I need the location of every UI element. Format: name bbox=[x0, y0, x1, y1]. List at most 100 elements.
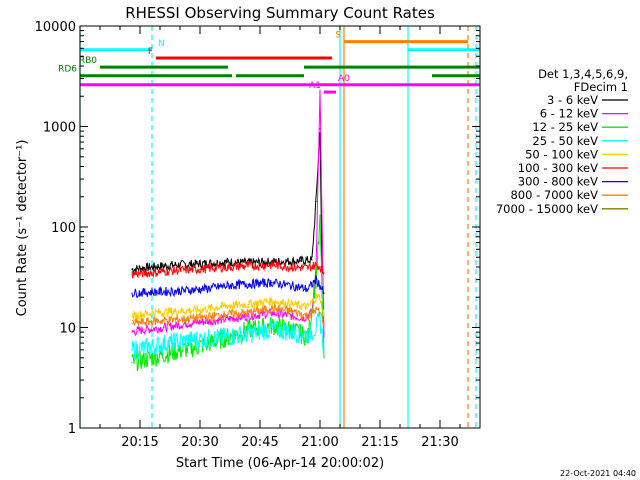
plot-frame bbox=[79, 25, 481, 429]
series-point-7-11 bbox=[323, 322, 325, 324]
series-point-4-9 bbox=[315, 296, 317, 298]
y-tick-label-0: 1 bbox=[68, 422, 76, 437]
series-line-0 bbox=[131, 132, 323, 275]
series-point-1-2 bbox=[163, 326, 165, 329]
series-point-6-6 bbox=[271, 281, 273, 284]
series-point-0-9 bbox=[315, 200, 317, 202]
series-point-5-6 bbox=[271, 264, 273, 266]
chart-title: RHESSI Observing Summary Count Rates bbox=[125, 4, 435, 22]
x-tick-label-0: 20:15 bbox=[121, 435, 158, 450]
series-point-4-1 bbox=[151, 312, 153, 314]
series-point-0-7 bbox=[299, 260, 301, 262]
series-point-3-10 bbox=[319, 318, 321, 321]
series-point-5-1 bbox=[151, 272, 153, 274]
series-point-7-2 bbox=[175, 318, 177, 321]
series-point-0-8 bbox=[311, 259, 313, 261]
footer-timestamp: 22-Oct-2021 04:40 bbox=[560, 469, 636, 478]
series-point-2-10 bbox=[319, 222, 321, 224]
series-point-7-10 bbox=[319, 312, 321, 314]
series-point-7-7 bbox=[291, 310, 293, 312]
y-tick-label-3: 1000 bbox=[43, 121, 76, 136]
legend-label-1: 6 - 12 keV bbox=[540, 107, 598, 121]
series-point-6-11 bbox=[323, 292, 325, 294]
series-point-7-3 bbox=[199, 317, 201, 319]
series-point-3-5 bbox=[247, 333, 249, 335]
series-point-6-7 bbox=[291, 285, 293, 287]
series-point-6-0 bbox=[131, 292, 133, 294]
series-point-1-4 bbox=[223, 318, 225, 321]
series-point-3-3 bbox=[191, 339, 193, 341]
flag-label-A0: A0 bbox=[338, 74, 350, 84]
series-point-3-8 bbox=[307, 333, 309, 336]
series-point-0-3 bbox=[199, 263, 201, 265]
series-point-6-10 bbox=[319, 285, 321, 287]
series-point-2-0 bbox=[131, 361, 133, 363]
y-axis-label: Count Rate (s⁻¹ detector⁻¹) bbox=[15, 140, 30, 317]
series-point-3-0 bbox=[131, 349, 133, 351]
x-tick-label-4: 21:15 bbox=[361, 435, 398, 450]
series-point-7-0 bbox=[131, 322, 133, 324]
series-point-1-7 bbox=[291, 315, 293, 317]
x-tick-label-5: 21:30 bbox=[421, 435, 458, 450]
series-line-4 bbox=[131, 293, 325, 321]
series-point-1-1 bbox=[143, 329, 145, 331]
flag-label-S: S bbox=[335, 31, 341, 41]
series-point-3-6 bbox=[271, 328, 273, 330]
y-tick-label-2: 100 bbox=[51, 221, 76, 236]
y-tick-label-1: 10 bbox=[59, 322, 76, 337]
series-point-4-7 bbox=[291, 303, 293, 305]
series-point-6-5 bbox=[247, 283, 249, 285]
series-point-4-0 bbox=[131, 315, 133, 317]
series-point-5-8 bbox=[307, 267, 309, 269]
flag-label-A1: A1 bbox=[309, 81, 321, 91]
flag-label-F: F bbox=[148, 47, 153, 57]
series-point-5-3 bbox=[199, 268, 201, 270]
series-point-6-4 bbox=[227, 285, 229, 287]
series-point-5-11 bbox=[323, 272, 325, 274]
series-point-3-4 bbox=[223, 336, 225, 338]
series-point-5-0 bbox=[131, 273, 133, 275]
series-point-1-11 bbox=[319, 91, 321, 93]
series-point-4-5 bbox=[247, 303, 249, 305]
series-point-7-1 bbox=[151, 320, 153, 322]
y-tick-label-4: 10000 bbox=[35, 20, 76, 35]
legend-label-0: 3 - 6 keV bbox=[547, 93, 598, 107]
legend-label-7: 800 - 7000 keV bbox=[510, 188, 598, 202]
series-point-7-5 bbox=[247, 312, 249, 314]
x-tick-label-1: 20:30 bbox=[181, 435, 218, 450]
series-point-1-8 bbox=[303, 317, 305, 319]
series-point-0-2 bbox=[175, 264, 177, 266]
legend-title-line-0: Det 1,3,4,5,6,9, bbox=[538, 67, 628, 81]
series-point-1-6 bbox=[271, 312, 273, 314]
flag-label-RD6: RD6 bbox=[58, 65, 77, 75]
series-line-6 bbox=[131, 275, 325, 299]
flag-label-N: N bbox=[158, 39, 165, 49]
series-point-0-4 bbox=[227, 261, 229, 263]
series-point-3-7 bbox=[291, 331, 293, 333]
series-point-4-4 bbox=[227, 305, 229, 307]
series-point-3-1 bbox=[147, 347, 149, 349]
series-point-7-4 bbox=[227, 313, 229, 316]
series-point-3-2 bbox=[167, 342, 169, 344]
series-point-5-2 bbox=[175, 269, 177, 271]
series-point-3-11 bbox=[323, 349, 325, 351]
legend-label-2: 12 - 25 keV bbox=[532, 120, 598, 134]
legend-label-4: 50 - 100 keV bbox=[525, 147, 598, 161]
series-point-6-2 bbox=[175, 290, 177, 292]
series-point-2-1 bbox=[151, 357, 153, 359]
series-point-5-7 bbox=[291, 266, 293, 268]
series-point-6-9 bbox=[315, 278, 317, 281]
series-point-4-8 bbox=[307, 306, 309, 308]
series-point-6-1 bbox=[151, 291, 153, 293]
x-axis-label: Start Time (06-Apr-14 20:00:02) bbox=[176, 456, 384, 471]
series-line-5 bbox=[131, 259, 325, 279]
series-point-4-10 bbox=[319, 296, 321, 298]
legend-label-3: 25 - 50 keV bbox=[532, 134, 598, 148]
series-point-6-8 bbox=[307, 288, 309, 290]
series-line-1 bbox=[131, 89, 325, 338]
series-line-3 bbox=[131, 311, 325, 361]
series-point-4-2 bbox=[175, 310, 177, 312]
